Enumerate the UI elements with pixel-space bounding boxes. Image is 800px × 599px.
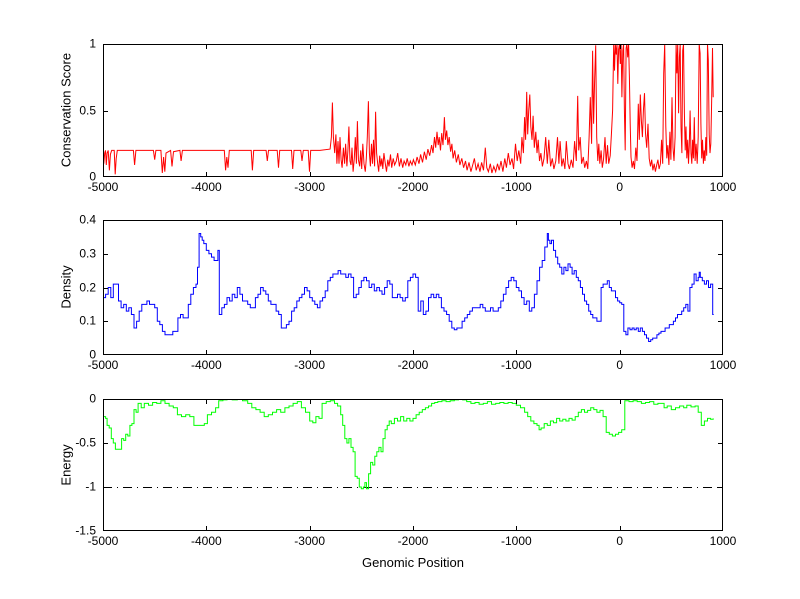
energy-x-tick-label: -3000 (294, 534, 326, 548)
energy-y-tick-label: -1.5 (75, 523, 96, 538)
energy-x-tick-label: 0 (616, 534, 623, 548)
conservation-score-x-tick-label: -1000 (500, 180, 532, 194)
density-y-tick-label: 0.4 (79, 212, 96, 227)
energy-y-tick-label: 0 (89, 391, 96, 406)
density-y-tick-label: 0.3 (79, 246, 96, 261)
energy-subplot (103, 398, 723, 531)
density-y-tick-label: 0 (89, 347, 96, 362)
energy-x-tick-label: -4000 (190, 534, 222, 548)
conservation-score-subplot (102, 43, 723, 177)
density-y-tick-label: 0.2 (79, 280, 96, 294)
y-axis-label-density: Density (58, 265, 74, 309)
y-axis-label-energy: Energy (58, 444, 74, 486)
x-axis-label-genomic-position: Genomic Position (362, 555, 464, 570)
density-canvas (103, 220, 723, 355)
density-x-tick-label: -3000 (294, 358, 326, 372)
conservation-score-x-tick-label: -3000 (294, 180, 326, 194)
conservation-score-y-tick-label: 0 (89, 169, 96, 184)
conservation-score-y-tick-label: 0.5 (79, 103, 96, 117)
conservation-score-x-tick-label: -5000 (87, 180, 119, 194)
energy-x-tick-label: -1000 (500, 534, 532, 548)
energy-y-tick-label: -1 (85, 479, 96, 494)
density-x-tick-label: -1000 (500, 358, 532, 372)
energy-axes-box (103, 399, 723, 531)
conservation-score-x-tick-label: 0 (616, 180, 623, 194)
density-x-tick-label: -4000 (190, 358, 222, 372)
density-subplot (103, 220, 723, 355)
y-axis-label-conservation-score: Conservation Score (58, 52, 74, 168)
density-axes-box (103, 220, 723, 355)
conservation-score-x-tick-label: -2000 (397, 180, 429, 194)
density-x-tick-label: -5000 (87, 358, 119, 372)
energy-canvas (103, 398, 723, 531)
conservation-score-axes-box (103, 44, 723, 177)
density-x-tick-label: 1000 (709, 358, 737, 372)
conservation-score-y-tick-label: 1 (89, 36, 96, 51)
conservation-score-x-tick-label: 1000 (709, 180, 737, 194)
energy-x-tick-label: -2000 (397, 534, 429, 548)
energy-x-tick-label: -5000 (87, 534, 119, 548)
conservation-score-canvas (102, 43, 723, 177)
density-y-tick-label: 0.1 (79, 313, 96, 328)
density-x-tick-label: 0 (616, 358, 623, 372)
energy-x-tick-label: 1000 (709, 534, 737, 548)
conservation-score-series-line (102, 43, 714, 175)
energy-series-line (103, 398, 714, 490)
density-series-line (103, 233, 714, 342)
density-x-tick-label: -2000 (397, 358, 429, 372)
energy-y-tick-label: -0.5 (75, 435, 96, 450)
conservation-score-x-tick-label: -4000 (190, 180, 222, 194)
